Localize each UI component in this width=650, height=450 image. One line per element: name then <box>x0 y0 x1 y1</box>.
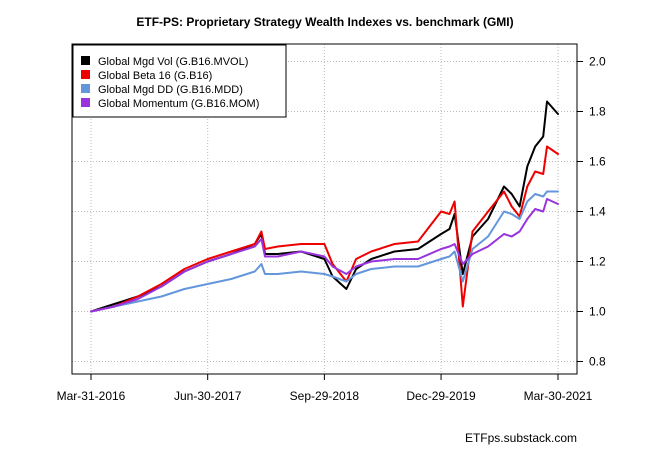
series-lines <box>90 100 559 313</box>
x-tick-label: Mar-30-2021 <box>524 389 593 403</box>
y-tick-label: 1.8 <box>589 105 606 119</box>
legend-box <box>72 44 287 118</box>
y-axis: 0.8 1.0 1.2 1.4 1.6 1.8 2.0 <box>577 55 606 369</box>
legend-swatch <box>81 98 90 107</box>
legend-label: Global Beta 16 (G.B16) <box>98 70 212 82</box>
x-tick-label: Mar-31-2016 <box>57 389 126 403</box>
source-credit: ETFps.substack.com <box>465 431 577 445</box>
x-tick-label: Sep-29-2018 <box>290 389 360 403</box>
series-line-2 <box>90 145 559 313</box>
y-tick-label: 1.0 <box>589 305 606 319</box>
legend-label: Global Mgd Vol (G.B16.MVOL) <box>98 56 248 68</box>
legend-label: Global Momentum (G.B16.MOM) <box>98 98 259 110</box>
legend-swatch <box>81 70 90 79</box>
y-tick-label: 1.6 <box>589 155 606 169</box>
chart-title: ETF-PS: Proprietary Strategy Wealth Inde… <box>136 15 513 29</box>
series-line-4 <box>90 198 559 313</box>
legend-swatch <box>81 84 90 93</box>
legend-swatch <box>81 56 90 65</box>
x-tick-label: Dec-29-2019 <box>406 389 476 403</box>
y-tick-label: 2.0 <box>589 55 606 69</box>
series-line-3 <box>90 190 559 313</box>
y-tick-label: 1.4 <box>589 205 606 219</box>
x-tick-label: Jun-30-2017 <box>174 389 242 403</box>
x-axis: Mar-31-2016 Jun-30-2017 Sep-29-2018 Dec-29-… <box>57 374 593 403</box>
legend: Global Mgd Vol (G.B16.MVOL) Global Beta 1… <box>72 44 287 118</box>
y-tick-label: 0.8 <box>589 355 606 369</box>
y-tick-label: 1.2 <box>589 255 606 269</box>
legend-label: Global Mgd DD (G.B16.MDD) <box>98 84 243 96</box>
